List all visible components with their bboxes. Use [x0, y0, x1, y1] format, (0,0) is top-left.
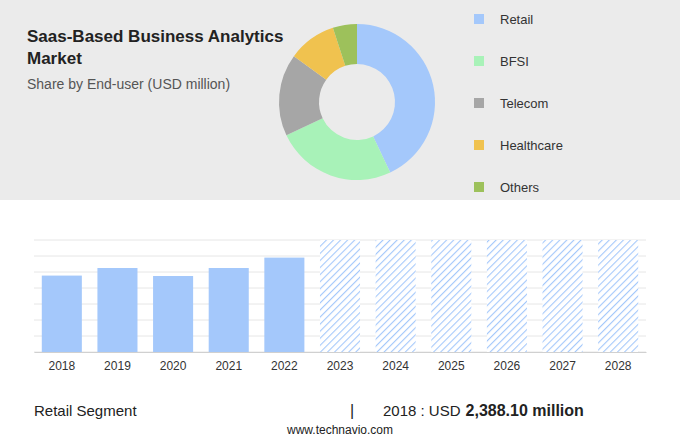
legend-label: Retail: [500, 12, 533, 27]
tick-label: 2025: [438, 359, 465, 373]
tick: 2026: [494, 352, 521, 373]
legend-label: BFSI: [500, 54, 529, 69]
tick: 2027: [549, 352, 576, 373]
header-background: [0, 0, 680, 200]
donut: [279, 24, 435, 180]
legend-swatch: [474, 56, 484, 66]
title: Saas-Based Business AnalyticsMarket: [27, 27, 283, 68]
bar: [97, 268, 137, 352]
annotation: 2018 : USD: [383, 402, 461, 419]
tick-label: 2022: [271, 359, 298, 373]
tick: 2020: [160, 352, 187, 373]
tick-label: 2026: [494, 359, 521, 373]
annotation: Retail Segment: [34, 402, 137, 419]
bar: [153, 276, 193, 352]
tick-label: 2028: [605, 359, 632, 373]
grid: [34, 240, 646, 352]
x-axis: 2018 2019 2020 2021 2022 2023 2024 2025 2026 2027…: [35, 352, 647, 373]
bar: [431, 240, 471, 352]
subtitle: Share by End-user (USD million): [27, 76, 230, 92]
bar: [543, 240, 583, 352]
legend-swatch: [474, 98, 484, 108]
slice: [333, 24, 357, 66]
tick: 2022: [271, 352, 298, 373]
tick-label: 2023: [327, 359, 354, 373]
tick: 2018: [48, 352, 75, 373]
legend-swatch: [474, 14, 484, 24]
bar: [320, 240, 360, 352]
tick-label: 2021: [215, 359, 242, 373]
tick: 2019: [104, 352, 131, 373]
source: www.technavio.com: [286, 423, 393, 437]
bar: [42, 276, 82, 352]
legend-label: Telecom: [500, 96, 548, 111]
bar: [598, 240, 638, 352]
tick: 2024: [382, 352, 409, 373]
legend-label: Healthcare: [500, 138, 563, 153]
tick: 2023: [327, 352, 354, 373]
background: [0, 0, 680, 440]
tick-label: 2020: [160, 359, 187, 373]
chart: Saas-Based Business AnalyticsMarket Share…: [0, 0, 680, 440]
legend: Retail BFSI Telecom Healthcare Others: [474, 12, 563, 195]
bars: [42, 240, 638, 352]
bar: [487, 240, 527, 352]
annotation: |: [350, 402, 354, 419]
tick-label: 2027: [549, 359, 576, 373]
bar: [376, 240, 416, 352]
legend-label: Others: [500, 180, 540, 195]
tick: 2021: [215, 352, 242, 373]
tick-label: 2019: [104, 359, 131, 373]
bar: [209, 268, 249, 352]
legend-swatch: [474, 140, 484, 150]
tick-label: 2024: [382, 359, 409, 373]
tick: 2025: [438, 352, 465, 373]
axis-line: [35, 352, 647, 353]
tick: 2028: [605, 352, 632, 373]
bar: [264, 258, 304, 352]
annotation: 2,388.10 million: [466, 402, 584, 419]
tick-label: 2018: [48, 359, 75, 373]
legend-swatch: [474, 182, 484, 192]
